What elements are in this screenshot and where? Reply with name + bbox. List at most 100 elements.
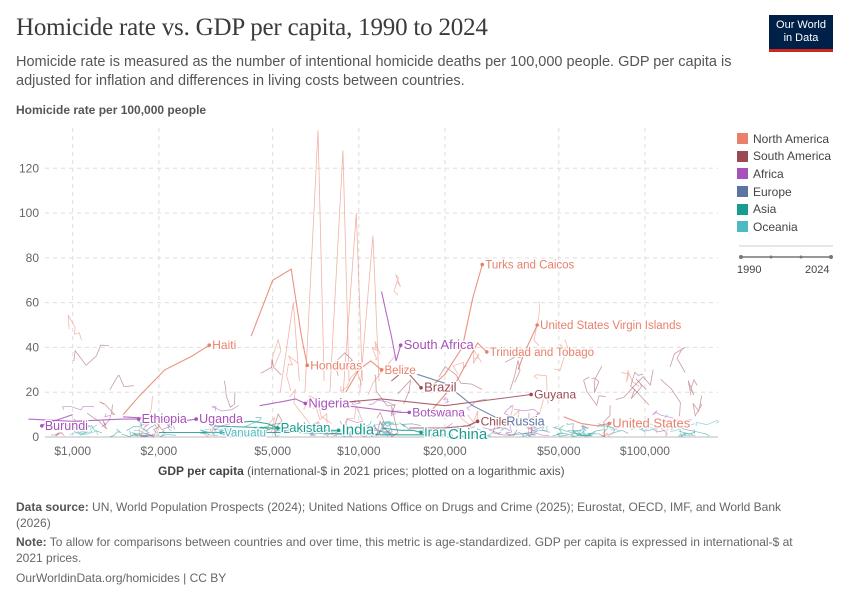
legend-item[interactable]: Asia (737, 200, 831, 218)
x-tick-label: $20,000 (423, 444, 467, 458)
background-spike (329, 150, 350, 393)
background-line (81, 424, 103, 434)
series-line (28, 418, 139, 422)
background-line (67, 314, 82, 340)
series-label: Nigeria (308, 395, 350, 410)
background-line (652, 410, 682, 422)
credit-link[interactable]: OurWorldinData.org/homicides | CC BY (16, 571, 227, 585)
background-line (630, 426, 658, 432)
legend-swatch (737, 221, 748, 233)
background-line (669, 428, 696, 437)
legend-item[interactable]: North America (737, 130, 831, 148)
background-line (144, 419, 176, 431)
background-line (367, 355, 397, 396)
series-label: India (342, 421, 375, 438)
background-line (343, 418, 364, 431)
x-tick-label: $100,000 (620, 444, 670, 458)
series-end-point (407, 410, 412, 415)
chart-note: Note: To allow for comparisons between c… (16, 534, 816, 566)
background-line (609, 429, 629, 435)
legend-item[interactable]: Africa (737, 165, 831, 183)
background-line (528, 424, 538, 429)
series-line (391, 369, 422, 389)
owid-logo[interactable]: Our World in Data (769, 15, 833, 52)
series-end-point (501, 419, 506, 424)
background-line (109, 428, 122, 438)
legend-item[interactable]: Europe (737, 183, 831, 201)
background-line (692, 395, 703, 417)
y-tick-label: 120 (19, 161, 39, 175)
series-label: Burundi (45, 419, 88, 433)
data-source-label: Data source: (16, 500, 89, 514)
series-line (517, 324, 538, 370)
x-axis-title-note: (international-$ in 2021 prices; plotted… (247, 464, 565, 478)
background-line (286, 355, 299, 392)
background-line (687, 378, 698, 396)
series-line (209, 425, 339, 431)
background-line (466, 398, 487, 411)
background-line (222, 430, 246, 437)
background-line (261, 416, 276, 437)
chart-subtitle: Homicide rate is measured as the number … (16, 54, 732, 89)
series-line (380, 291, 402, 362)
legend-item[interactable]: Oceania (737, 218, 831, 236)
background-line (355, 421, 372, 429)
background-line (503, 405, 515, 420)
legend-swatch (737, 150, 748, 162)
background-line (460, 410, 479, 427)
series-label: Haiti (212, 338, 236, 352)
background-line (446, 429, 455, 438)
background-line (640, 426, 666, 433)
background-line (69, 424, 98, 436)
background-line (368, 399, 395, 406)
series-end-point (419, 430, 423, 435)
timeline-end-handle[interactable] (829, 255, 833, 259)
series-label: Guyana (534, 387, 576, 401)
series-label: Brazil (424, 380, 457, 395)
legend-item[interactable]: South America (737, 148, 831, 166)
background-line (601, 432, 612, 438)
legend-label: Europe (753, 184, 792, 199)
background-line (670, 419, 692, 431)
background-line (366, 426, 381, 436)
background-line (679, 433, 694, 438)
background-line (504, 347, 527, 363)
series-label: Turks and Caicos (485, 260, 574, 272)
background-line (567, 430, 582, 435)
series-label: China (448, 426, 488, 443)
series-line (122, 344, 210, 415)
y-tick-label: 0 (32, 430, 39, 444)
data-source: Data source: UN, World Population Prospe… (16, 499, 816, 531)
series-end-point (303, 401, 308, 406)
series-line (200, 429, 222, 434)
timeline-start-handle[interactable] (739, 255, 743, 259)
background-line (523, 425, 549, 437)
timeline-slider[interactable] (737, 238, 837, 278)
background-line (488, 429, 501, 435)
timeline-end-label: 2024 (805, 264, 830, 276)
x-tick-label: $10,000 (337, 444, 381, 458)
y-tick-label: 100 (19, 206, 39, 220)
background-line (612, 426, 621, 432)
background-line (72, 428, 99, 436)
series-line (417, 373, 504, 422)
background-line (678, 430, 710, 437)
background-spike (304, 130, 325, 393)
series-line (331, 393, 532, 407)
series-label: Chile (481, 414, 509, 428)
background-line (64, 423, 88, 429)
background-line (271, 338, 282, 370)
background-country-lines (50, 130, 720, 438)
series-line (228, 420, 278, 429)
background-line (365, 427, 381, 435)
background-line (482, 423, 501, 430)
series-line (381, 427, 422, 434)
chart-title: Homicide rate vs. GDP per capita, 1990 t… (16, 14, 488, 41)
x-tick-label: $50,000 (537, 444, 581, 458)
legend-swatch (737, 168, 748, 180)
legend-label: Africa (753, 166, 784, 181)
series-end-point (419, 385, 423, 390)
series-label: Vanuatu (224, 428, 266, 440)
background-line (533, 301, 541, 347)
